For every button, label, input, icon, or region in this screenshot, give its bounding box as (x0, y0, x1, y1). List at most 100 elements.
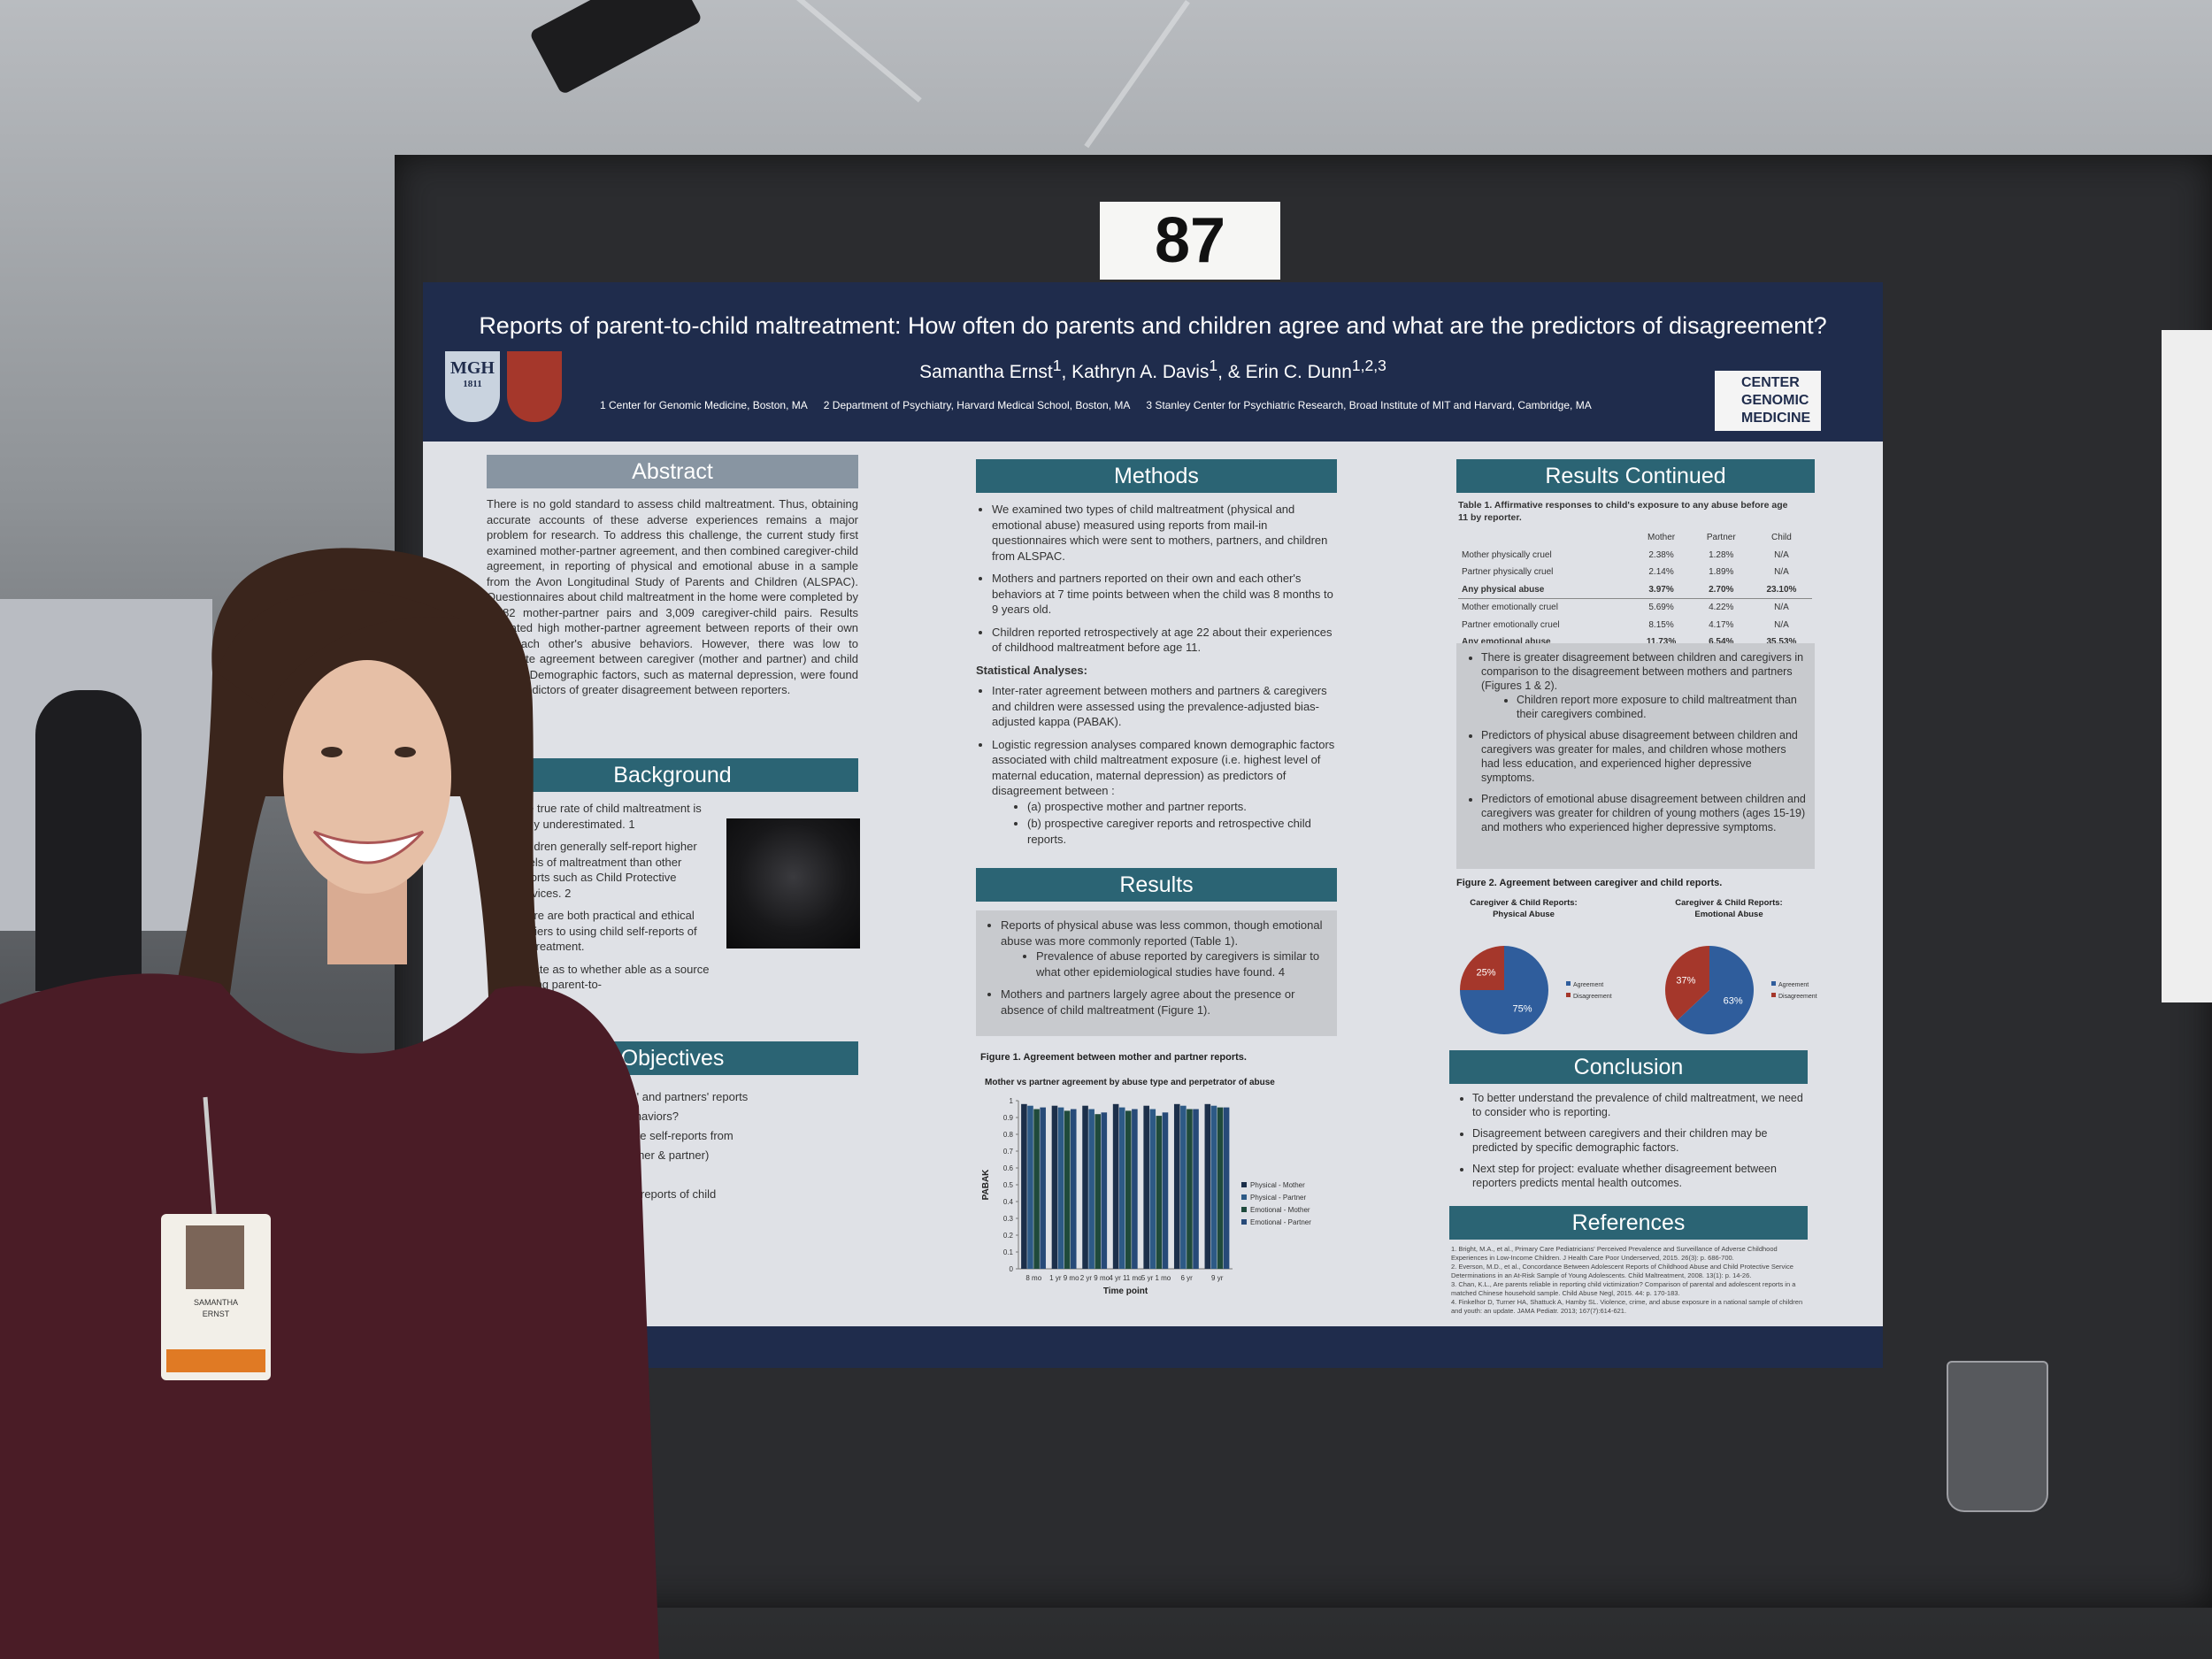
sub-bullet: Children report more exposure to child m… (1517, 693, 1806, 721)
bar (1173, 1103, 1180, 1269)
bar (1180, 1105, 1187, 1269)
legend-label: Agreement (1573, 982, 1603, 988)
sub-list: (a) prospective mother and partner repor… (992, 799, 1337, 848)
legend-swatch (1771, 993, 1776, 997)
bullet: Mothers and partners reported on their o… (992, 571, 1337, 618)
author-affiliation: 1 (1209, 357, 1218, 374)
column-header: Child (1771, 533, 1792, 542)
sub-list: Children report more exposure to child m… (1481, 693, 1806, 721)
board-number: 87 (1100, 202, 1280, 280)
y-tick-label: 0.6 (1003, 1164, 1014, 1172)
legend-swatch (1241, 1182, 1247, 1187)
logo-text: MGH (450, 358, 495, 378)
bar (1021, 1103, 1027, 1269)
row-label: Mother physically cruel (1462, 549, 1552, 560)
slice-label: 63% (1724, 996, 1743, 1007)
table-cell: N/A (1774, 603, 1789, 612)
badge-text: ERNST (203, 1310, 230, 1318)
bar (1082, 1105, 1088, 1269)
bar (1143, 1105, 1149, 1269)
table-cell: 4.17% (1709, 619, 1734, 630)
legend-label: Emotional - Partner (1250, 1218, 1311, 1226)
legend-label: Disagreement (1573, 994, 1612, 1000)
pie-slice (1460, 946, 1504, 990)
table-cell: 2.14% (1648, 567, 1674, 577)
bar (1118, 1107, 1125, 1269)
table-cell: 3.97% (1631, 580, 1692, 599)
table-cell: N/A (1774, 567, 1789, 577)
methods-text: We examined two types of child maltreatm… (976, 502, 1337, 854)
bar (1204, 1103, 1211, 1269)
table-host: Mother Partner Child Mother physically crue… (1458, 529, 1812, 652)
background-list: The true rate of child maltreatment is l… (498, 801, 719, 1000)
table-header: Mother Partner Child (1458, 529, 1812, 547)
y-tick-label: 0.4 (1003, 1198, 1014, 1206)
sub-bullet: Prevalence of abuse reported by caregive… (1036, 949, 1328, 979)
author: Samantha Ernst (919, 362, 1053, 382)
logo-text: 1811 (463, 379, 482, 389)
logo-text: CENTER (1741, 375, 1800, 390)
poster: Reports of parent-to-child maltreatment:… (423, 282, 1883, 1368)
legend-swatch (1566, 981, 1571, 986)
bullet: There are both practical and ethical bar… (514, 908, 719, 955)
reference: 3. Chan, K.L., Are parents reliable in r… (1451, 1280, 1796, 1297)
bar (1125, 1110, 1132, 1269)
bullet-text: There is greater disagreement between ch… (1481, 651, 1804, 692)
bar (1112, 1103, 1119, 1269)
x-tick-label: 2 yr 9 mo (1080, 1274, 1110, 1282)
abstract-text: There is no gold standard to assess chil… (487, 497, 858, 696)
mgh-logo: MGH 1811 (445, 351, 500, 422)
author: , Kathryn A. Davis (1061, 362, 1210, 382)
tent-seam (796, 0, 922, 103)
bar (1149, 1109, 1156, 1269)
y-tick-label: 1 (1010, 1097, 1014, 1105)
y-tick-label: 0.8 (1003, 1131, 1014, 1139)
table-cell: N/A (1774, 619, 1789, 630)
legend-label: Disagreement (1778, 994, 1817, 1000)
bar (1051, 1105, 1058, 1269)
bar (1033, 1109, 1040, 1269)
table-cell: 8.15% (1648, 619, 1674, 630)
legend-swatch (1241, 1194, 1247, 1200)
legend-swatch (1771, 981, 1776, 986)
bullet: Children reported retrospectively at age… (992, 625, 1337, 656)
table-row: Partner emotionally cruel 8.15% 4.17% N/A (1458, 617, 1812, 634)
sweater (0, 973, 659, 1659)
y-tick-label: 0 (1010, 1265, 1014, 1273)
row-label: Partner emotionally cruel (1462, 619, 1560, 630)
table-caption: Table 1. Affirmative responses to child'… (1458, 500, 1788, 523)
section-heading: Conclusion (1449, 1050, 1808, 1084)
bullet: Disagreement between caregivers and thei… (1472, 1126, 1810, 1155)
subheading: Statistical Analyses: (976, 663, 1087, 677)
bar (1132, 1109, 1138, 1269)
eye (395, 747, 416, 757)
section-heading: Abstract (487, 455, 858, 488)
y-tick-label: 0.7 (1003, 1148, 1014, 1156)
bullet: We examined two types of child maltreatm… (992, 502, 1337, 564)
pie-slice (1677, 946, 1754, 1034)
x-tick-label: 9 yr (1211, 1274, 1224, 1282)
y-tick-label: 0.1 (1003, 1248, 1014, 1256)
legend-swatch (1566, 993, 1571, 997)
y-tick-label: 0.5 (1003, 1181, 1014, 1189)
bar (1040, 1107, 1046, 1269)
bar (1070, 1109, 1077, 1269)
bullet-text: Logistic regression analyses compared kn… (992, 737, 1335, 798)
row-label: Any physical abuse (1458, 580, 1632, 599)
pie-title: Emotional Abuse (1694, 910, 1763, 919)
poster-title: Reports of parent-to-child maltreatment:… (479, 312, 1827, 339)
table-row: Mother emotionally cruel 5.69% 4.22% N/A (1458, 599, 1812, 617)
x-tick-label: 4 yr 11 mo (1109, 1274, 1142, 1282)
badge-text: SAMANTHA (194, 1298, 238, 1307)
table-cell: 2.70% (1691, 580, 1751, 599)
slice-label: 75% (1512, 1004, 1532, 1015)
affiliations: 1 Center for Genomic Medicine, Boston, M… (600, 399, 1839, 411)
slice-label: 25% (1476, 967, 1495, 978)
bar (1187, 1109, 1193, 1269)
bullet: Predictors of emotional abuse disagreeme… (1481, 792, 1806, 834)
author: , & Erin C. Dunn (1217, 362, 1352, 382)
section-heading: References (1449, 1206, 1808, 1240)
legend-swatch (1241, 1207, 1247, 1212)
table-row: Mother physically cruel 2.38% 1.28% N/A (1458, 547, 1812, 565)
